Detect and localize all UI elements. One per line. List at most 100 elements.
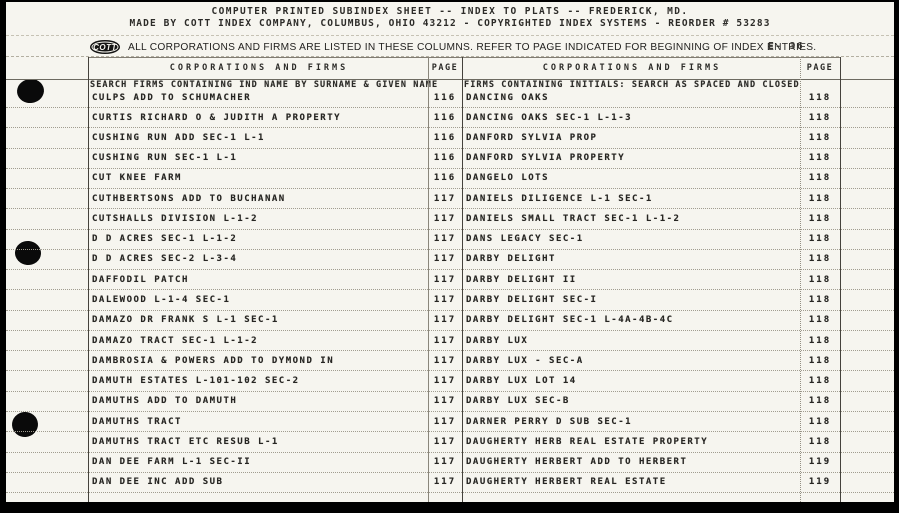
firm-name: DANFORD SYLVIA PROP [466, 132, 598, 143]
page-number-cell: 118 [808, 93, 832, 103]
page-number-cell: 117 [433, 335, 457, 346]
firm-name-cell: FIRMS CONTAINING INITIALS: SEARCH AS SPA… [464, 79, 800, 107]
page-number-cell: 117 [433, 213, 457, 224]
page-number-cell: 117 [433, 274, 457, 285]
table-row: DAMUTHS TRACT 117 DARNER PERRY D SUB SEC-1… [6, 412, 894, 433]
firm-name-cell: DARNER PERRY D SUB SEC-1 [466, 412, 798, 431]
column-divider [800, 57, 801, 502]
page-header: COMPUTER PRINTED SUBINDEX SHEET -- INDEX… [6, 6, 894, 30]
page-number-cell: 117 [433, 193, 457, 204]
firm-name-cell: DAUGHERTY HERBERT REAL ESTATE [466, 473, 798, 492]
table-row: CUSHING RUN SEC-1 L-1 116 DANFORD SYLVIA P… [6, 149, 894, 169]
firm-name-cell: DAMAZO TRACT SEC-1 L-1-2 [92, 331, 428, 350]
firm-name: DAUGHERTY HERB REAL ESTATE PROPERTY [466, 436, 709, 447]
firm-name: DAMUTH ESTATES L-101-102 SEC-2 [92, 376, 300, 387]
page-number-cell: 117 [433, 436, 457, 447]
firm-name-cell: DAMAZO DR FRANK S L-1 SEC-1 [92, 311, 428, 330]
page-number-cell: 118 [808, 416, 832, 427]
firm-name: DANCING OAKS [466, 93, 550, 103]
page-number-cell: 118 [808, 355, 832, 366]
page-number-cell: 118 [808, 234, 832, 245]
firm-name-cell: DAUGHERTY HERB REAL ESTATE PROPERTY [466, 432, 798, 451]
column-divider [428, 57, 429, 502]
page-number-cell: 119 [808, 477, 832, 488]
page-number-cell: 119 [808, 457, 832, 468]
page-number-cell: 118 [808, 132, 832, 143]
firm-name: DANIELS DILIGENCE L-1 SEC-1 [466, 193, 653, 204]
page-number-cell: 117 [433, 315, 457, 326]
page-number-cell: 116 [433, 112, 457, 123]
table-row: SEARCH FIRMS CONTAINING IND NAME BY SURN… [6, 79, 894, 108]
firm-name-cell: DAMUTHS TRACT ETC RESUB L-1 [92, 432, 428, 451]
cott-logo: COTT [90, 40, 120, 54]
page-number-cell: 118 [808, 193, 832, 204]
page-number-cell: 116 [433, 132, 457, 143]
firm-name: CUTHBERTSONS ADD TO BUCHANAN [92, 193, 286, 204]
table-row: CUSHING RUN ADD SEC-1 L-1 116 DANFORD SYLV… [6, 128, 894, 149]
page-number-cell: 118 [808, 173, 832, 184]
column-note: FIRMS CONTAINING INITIALS: SEARCH AS SPA… [464, 80, 800, 90]
firm-name-cell: DARBY LUX SEC-B [466, 392, 798, 411]
document-page: COMPUTER PRINTED SUBINDEX SHEET -- INDEX… [6, 2, 894, 502]
notice-text: ALL CORPORATIONS AND FIRMS ARE LISTED IN… [128, 42, 817, 53]
page-number-cell: 117 [433, 416, 457, 427]
firm-name-cell: DAN DEE INC ADD SUB [92, 473, 428, 492]
firm-name-cell: DARBY DELIGHT SEC-I [466, 290, 798, 309]
firm-name-cell: DARBY DELIGHT II [466, 270, 798, 289]
firm-name: D D ACRES SEC-2 L-3-4 [92, 254, 238, 265]
column-divider [840, 57, 841, 502]
firm-name-cell: DAFFODIL PATCH [92, 270, 428, 289]
firm-name: DALEWOOD L-1-4 SEC-1 [92, 295, 231, 306]
firm-name-cell: CURTIS RICHARD O & JUDITH A PROPERTY [92, 108, 428, 127]
table-top-rule [88, 57, 840, 58]
firm-name: DAFFODIL PATCH [92, 274, 189, 285]
page-number-cell: 116 [433, 93, 457, 103]
page-number-cell: 117 [433, 457, 457, 468]
firm-name-cell: DAMUTHS ADD TO DAMUTH [92, 392, 428, 411]
header-title-line: COMPUTER PRINTED SUBINDEX SHEET -- INDEX… [211, 6, 689, 17]
firm-name: DANS LEGACY SEC-1 [466, 234, 584, 245]
firm-name-cell: DAMBROSIA & POWERS ADD TO DYMOND IN [92, 351, 428, 370]
firm-name-cell: DARBY DELIGHT SEC-1 L-4A-4B-4C [466, 311, 798, 330]
page-number-cell: 118 [808, 213, 832, 224]
page-number-cell: 117 [433, 234, 457, 245]
column-header-page-left: PAGE [431, 63, 459, 73]
firm-name: DARBY LUX [466, 335, 529, 346]
firm-name: DARBY DELIGHT [466, 254, 556, 265]
table-row: DAMUTHS TRACT ETC RESUB L-1 117 DAUGHERTY … [6, 432, 894, 453]
page-number-cell: 118 [808, 274, 832, 285]
margin-rule [6, 35, 894, 36]
page-number-cell: 116 [433, 173, 457, 184]
column-divider [88, 57, 89, 502]
firm-name-cell: CUT KNEE FARM [92, 169, 428, 188]
header-maker-line: MADE BY COTT INDEX COMPANY, COLUMBUS, OH… [129, 18, 771, 29]
page-number-cell: 118 [808, 295, 832, 306]
sheet-reference: E- 36 [768, 41, 805, 52]
firm-name: DAMUTHS ADD TO DAMUTH [92, 396, 238, 407]
firm-name-cell: DANFORD SYLVIA PROP [466, 128, 798, 147]
firm-name: DARBY LUX - SEC-A [466, 355, 584, 366]
column-header-firms-right: CORPORATIONS AND FIRMS [542, 63, 722, 73]
firm-name-cell: DAN DEE FARM L-1 SEC-II [92, 453, 428, 472]
page-number-cell: 116 [433, 153, 457, 164]
firm-name: DARNER PERRY D SUB SEC-1 [466, 416, 633, 427]
column-header-row: CORPORATIONS AND FIRMS PAGE CORPORATIONS… [6, 57, 894, 80]
table-row: CUTSHALLS DIVISION L-1-2 117 DANIELS SMALL… [6, 209, 894, 230]
firm-name-cell: DARBY LUX [466, 331, 798, 350]
table-row: DALEWOOD L-1-4 SEC-1 117 DARBY DELIGHT SEC… [6, 290, 894, 311]
firm-name: DANIELS SMALL TRACT SEC-1 L-1-2 [466, 213, 681, 224]
firm-name-cell: DARBY LUX LOT 14 [466, 371, 798, 390]
firm-name: DAUGHERTY HERBERT ADD TO HERBERT [466, 457, 688, 468]
page-number-cell: 117 [433, 396, 457, 407]
firm-name-cell: DANCING OAKS SEC-1 L-1-3 [466, 108, 798, 127]
firm-name-cell: SEARCH FIRMS CONTAINING IND NAME BY SURN… [90, 79, 437, 107]
firm-name: DARBY LUX SEC-B [466, 396, 570, 407]
table-row: DAMBROSIA & POWERS ADD TO DYMOND IN 117 DA… [6, 351, 894, 372]
table-row: DAMUTH ESTATES L-101-102 SEC-2 117 DARBY L… [6, 371, 894, 392]
firm-name: DARBY DELIGHT SEC-1 L-4A-4B-4C [466, 315, 674, 326]
firm-name: CUSHING RUN ADD SEC-1 L-1 [92, 132, 265, 143]
page-number-cell: 117 [433, 376, 457, 387]
notice-row: COTT ALL CORPORATIONS AND FIRMS ARE LIST… [6, 37, 894, 57]
page-number-cell: 117 [433, 355, 457, 366]
